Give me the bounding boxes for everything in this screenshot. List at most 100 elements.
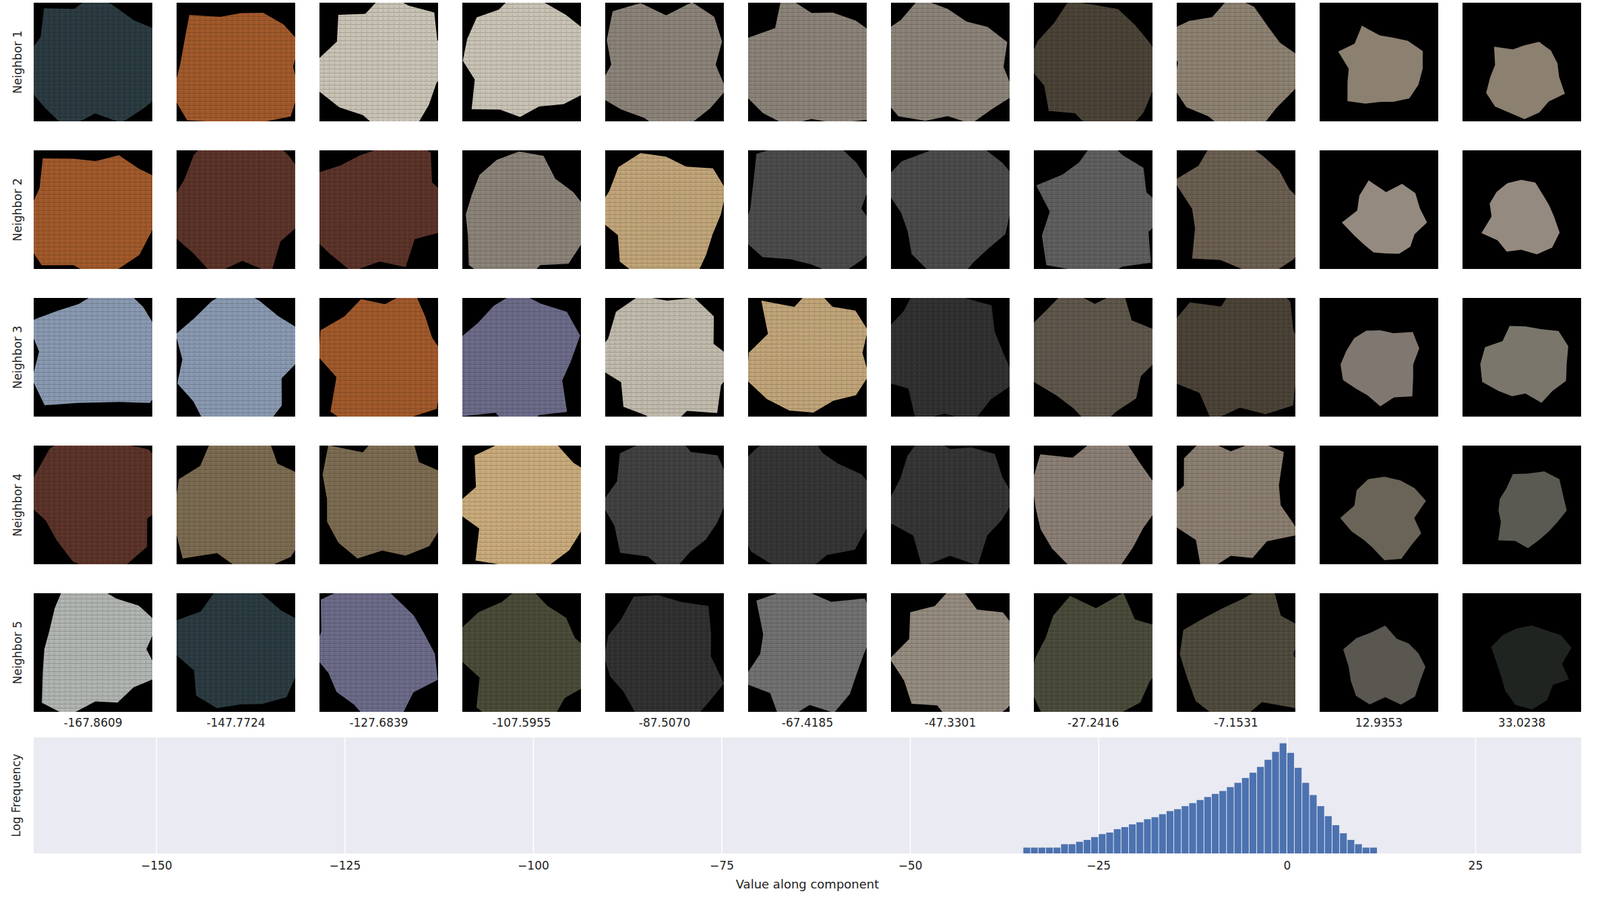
patch-texture bbox=[176, 150, 296, 269]
patch bbox=[875, 0, 1015, 125]
patch-shape bbox=[748, 2, 867, 122]
histogram-bar bbox=[1354, 843, 1362, 854]
patch bbox=[1170, 277, 1306, 421]
patch-shape bbox=[1498, 471, 1567, 548]
histogram-bar bbox=[1166, 810, 1174, 854]
patch-shape bbox=[33, 2, 153, 122]
row-label: Neighbor 2 bbox=[10, 177, 25, 242]
patch bbox=[1161, 0, 1309, 135]
patch-texture bbox=[1033, 2, 1153, 122]
patch-texture bbox=[176, 593, 296, 709]
patch-shape bbox=[1176, 297, 1296, 417]
histogram-bar bbox=[1060, 843, 1068, 854]
patch-shape bbox=[890, 445, 1010, 565]
histogram-bar bbox=[1159, 814, 1166, 854]
histogram-bar bbox=[1219, 790, 1226, 854]
patch bbox=[24, 0, 168, 129]
row-label: Neighbor 1 bbox=[10, 30, 25, 94]
patch-texture bbox=[462, 445, 581, 565]
patch-texture bbox=[605, 152, 724, 269]
patch bbox=[1462, 150, 1582, 269]
histogram-bar bbox=[1317, 806, 1325, 854]
patch-texture bbox=[748, 445, 867, 565]
patch-texture bbox=[176, 445, 296, 565]
patch bbox=[1319, 297, 1439, 417]
patch bbox=[21, 433, 176, 573]
row-label: Neighbor 4 bbox=[10, 473, 25, 537]
patch-shape bbox=[462, 593, 581, 712]
patch-texture bbox=[33, 155, 153, 269]
x-tick-label: −25 bbox=[1086, 858, 1111, 873]
patch bbox=[881, 134, 1022, 287]
patch bbox=[889, 582, 1027, 732]
patch bbox=[462, 150, 592, 288]
patch-shape bbox=[1340, 476, 1427, 561]
histogram-bar bbox=[1174, 808, 1181, 854]
patch-background bbox=[1319, 150, 1439, 269]
histogram-bar bbox=[1181, 806, 1189, 854]
patch bbox=[1462, 445, 1582, 565]
patch-shape bbox=[33, 297, 153, 406]
x-tick-label: 25 bbox=[1468, 858, 1484, 873]
histogram-bar bbox=[1151, 816, 1159, 854]
patch bbox=[318, 289, 446, 434]
histogram-bar bbox=[1098, 833, 1106, 854]
patch bbox=[1462, 593, 1582, 712]
patch-shape bbox=[1480, 326, 1569, 404]
patch-shape bbox=[605, 297, 724, 417]
patch bbox=[24, 150, 166, 278]
patch-texture bbox=[176, 12, 296, 122]
patch-shape bbox=[176, 297, 296, 417]
row-label: Neighbor 5 bbox=[10, 620, 25, 685]
patch-shape bbox=[176, 445, 296, 565]
histogram-bar bbox=[1234, 782, 1242, 854]
patch bbox=[1319, 445, 1439, 565]
histogram-bar bbox=[1045, 847, 1053, 854]
histogram-bar bbox=[1023, 847, 1030, 854]
patch-texture bbox=[1180, 593, 1297, 712]
patch bbox=[319, 429, 445, 565]
column-label: -67.4185 bbox=[781, 715, 834, 730]
patch-shape bbox=[748, 297, 867, 413]
patch-shape bbox=[176, 593, 296, 709]
column-label: -87.5070 bbox=[638, 715, 691, 730]
patch-shape bbox=[1338, 25, 1423, 104]
patch-texture bbox=[890, 2, 1010, 122]
patch-texture bbox=[33, 297, 153, 406]
patch-texture bbox=[462, 593, 581, 712]
histogram-bar bbox=[1332, 824, 1340, 854]
patch-shape bbox=[748, 150, 867, 269]
histogram-bar bbox=[1038, 847, 1046, 854]
patch-texture bbox=[605, 595, 724, 712]
patch-shape bbox=[176, 12, 296, 122]
patch-texture bbox=[890, 445, 1010, 565]
patch-shape bbox=[319, 297, 439, 417]
patch-shape bbox=[890, 150, 1010, 269]
patch-texture bbox=[1036, 150, 1153, 269]
patch-background bbox=[1462, 593, 1582, 712]
histogram-bar bbox=[1226, 787, 1234, 854]
patch-texture bbox=[319, 297, 439, 417]
patch-texture bbox=[1176, 150, 1296, 269]
patch bbox=[1462, 297, 1582, 417]
histogram-bar bbox=[1188, 802, 1196, 854]
grid-line bbox=[156, 737, 158, 854]
patch-texture bbox=[605, 2, 724, 122]
row-label: Neighbor 3 bbox=[10, 325, 25, 389]
patch bbox=[740, 144, 883, 276]
patch bbox=[734, 423, 882, 575]
histogram-bar bbox=[1091, 837, 1098, 854]
column-label: 33.0238 bbox=[1498, 715, 1546, 730]
histogram-bar bbox=[1279, 743, 1287, 854]
patch bbox=[462, 0, 592, 122]
patch-texture bbox=[748, 593, 867, 712]
histogram-bar bbox=[1294, 767, 1302, 854]
patch-texture bbox=[605, 297, 724, 417]
patch-shape bbox=[1176, 445, 1296, 565]
patch-shape bbox=[176, 150, 296, 269]
histogram-bar bbox=[1302, 782, 1309, 854]
patch bbox=[175, 286, 304, 430]
column-label: -7.1531 bbox=[1213, 715, 1259, 730]
histogram-bar bbox=[1114, 828, 1121, 854]
histogram-bar bbox=[1128, 824, 1136, 854]
